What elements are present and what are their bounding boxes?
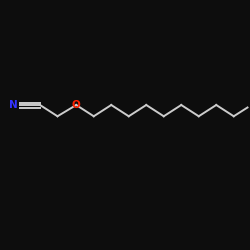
Text: O: O xyxy=(72,100,80,110)
Text: N: N xyxy=(10,100,18,110)
